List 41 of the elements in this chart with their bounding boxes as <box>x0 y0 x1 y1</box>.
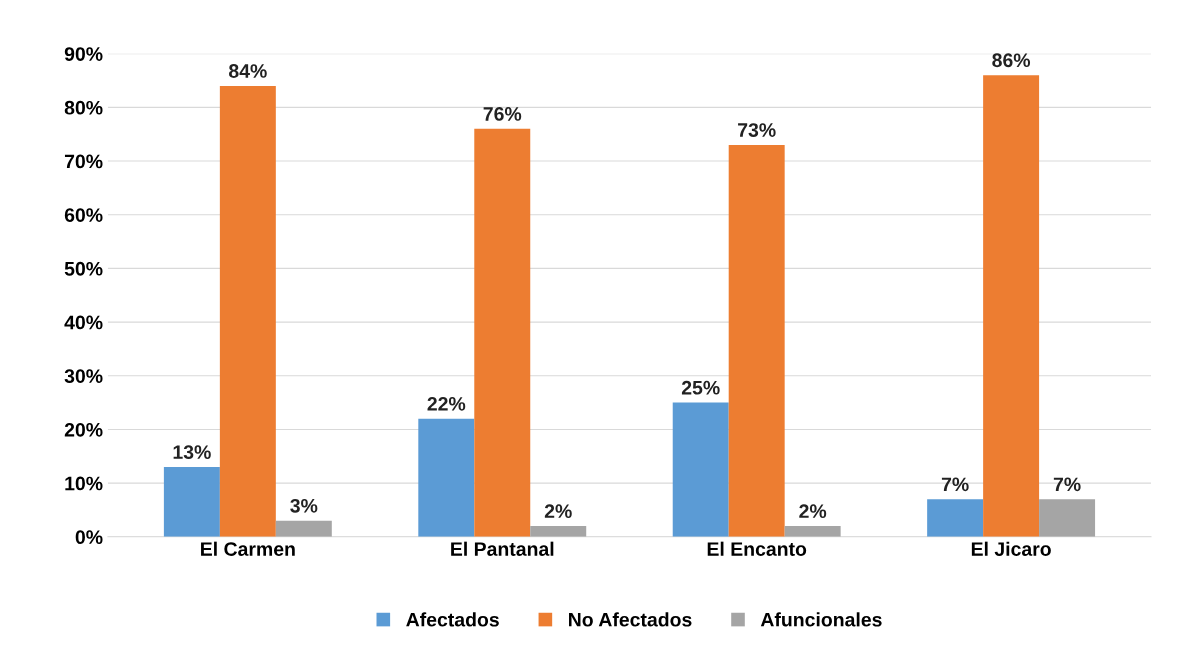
bar <box>728 144 785 537</box>
data-label: 7% <box>941 477 969 492</box>
y-tick-label: 30% <box>64 369 103 384</box>
bar <box>983 75 1040 537</box>
data-label: 73% <box>738 123 776 137</box>
bar <box>784 526 841 537</box>
data-label: 86% <box>992 53 1031 68</box>
x-tick-label: El Jicaro <box>971 541 1051 556</box>
x-tick-label: El Pantanal <box>451 541 554 556</box>
y-tick-label: 70% <box>64 154 103 169</box>
x-tick-label: El Carmen <box>201 541 295 556</box>
legend-label: No Afectados <box>569 612 692 627</box>
data-label: 2% <box>544 504 572 519</box>
bar <box>275 520 332 537</box>
y-tick-label: 0% <box>75 530 103 545</box>
bar <box>163 467 220 537</box>
data-label: 84% <box>229 64 267 78</box>
bar <box>418 418 475 537</box>
bar <box>219 85 276 537</box>
bar <box>530 526 587 537</box>
y-tick-label: 20% <box>64 422 103 437</box>
y-tick-label: 50% <box>64 261 103 276</box>
y-tick-label: 80% <box>64 100 103 115</box>
data-label: 13% <box>173 445 211 460</box>
y-tick-label: 40% <box>64 315 103 330</box>
y-tick-label: 90% <box>64 47 103 61</box>
legend-label: Afuncionales <box>760 612 882 627</box>
legend-label: Afectados <box>406 612 499 627</box>
bar <box>1039 499 1096 537</box>
data-label: 22% <box>427 396 466 411</box>
data-label: 2% <box>799 504 827 519</box>
data-label: 76% <box>483 107 522 121</box>
bar <box>672 402 729 537</box>
data-label: 25% <box>681 380 720 395</box>
y-tick-label: 60% <box>64 208 103 222</box>
y-tick-label: 10% <box>65 476 103 491</box>
x-tick-label: El Encanto <box>707 541 807 556</box>
bar <box>927 499 984 537</box>
data-label: 7% <box>1053 477 1081 492</box>
data-label: 3% <box>290 498 318 513</box>
bar <box>474 128 531 537</box>
